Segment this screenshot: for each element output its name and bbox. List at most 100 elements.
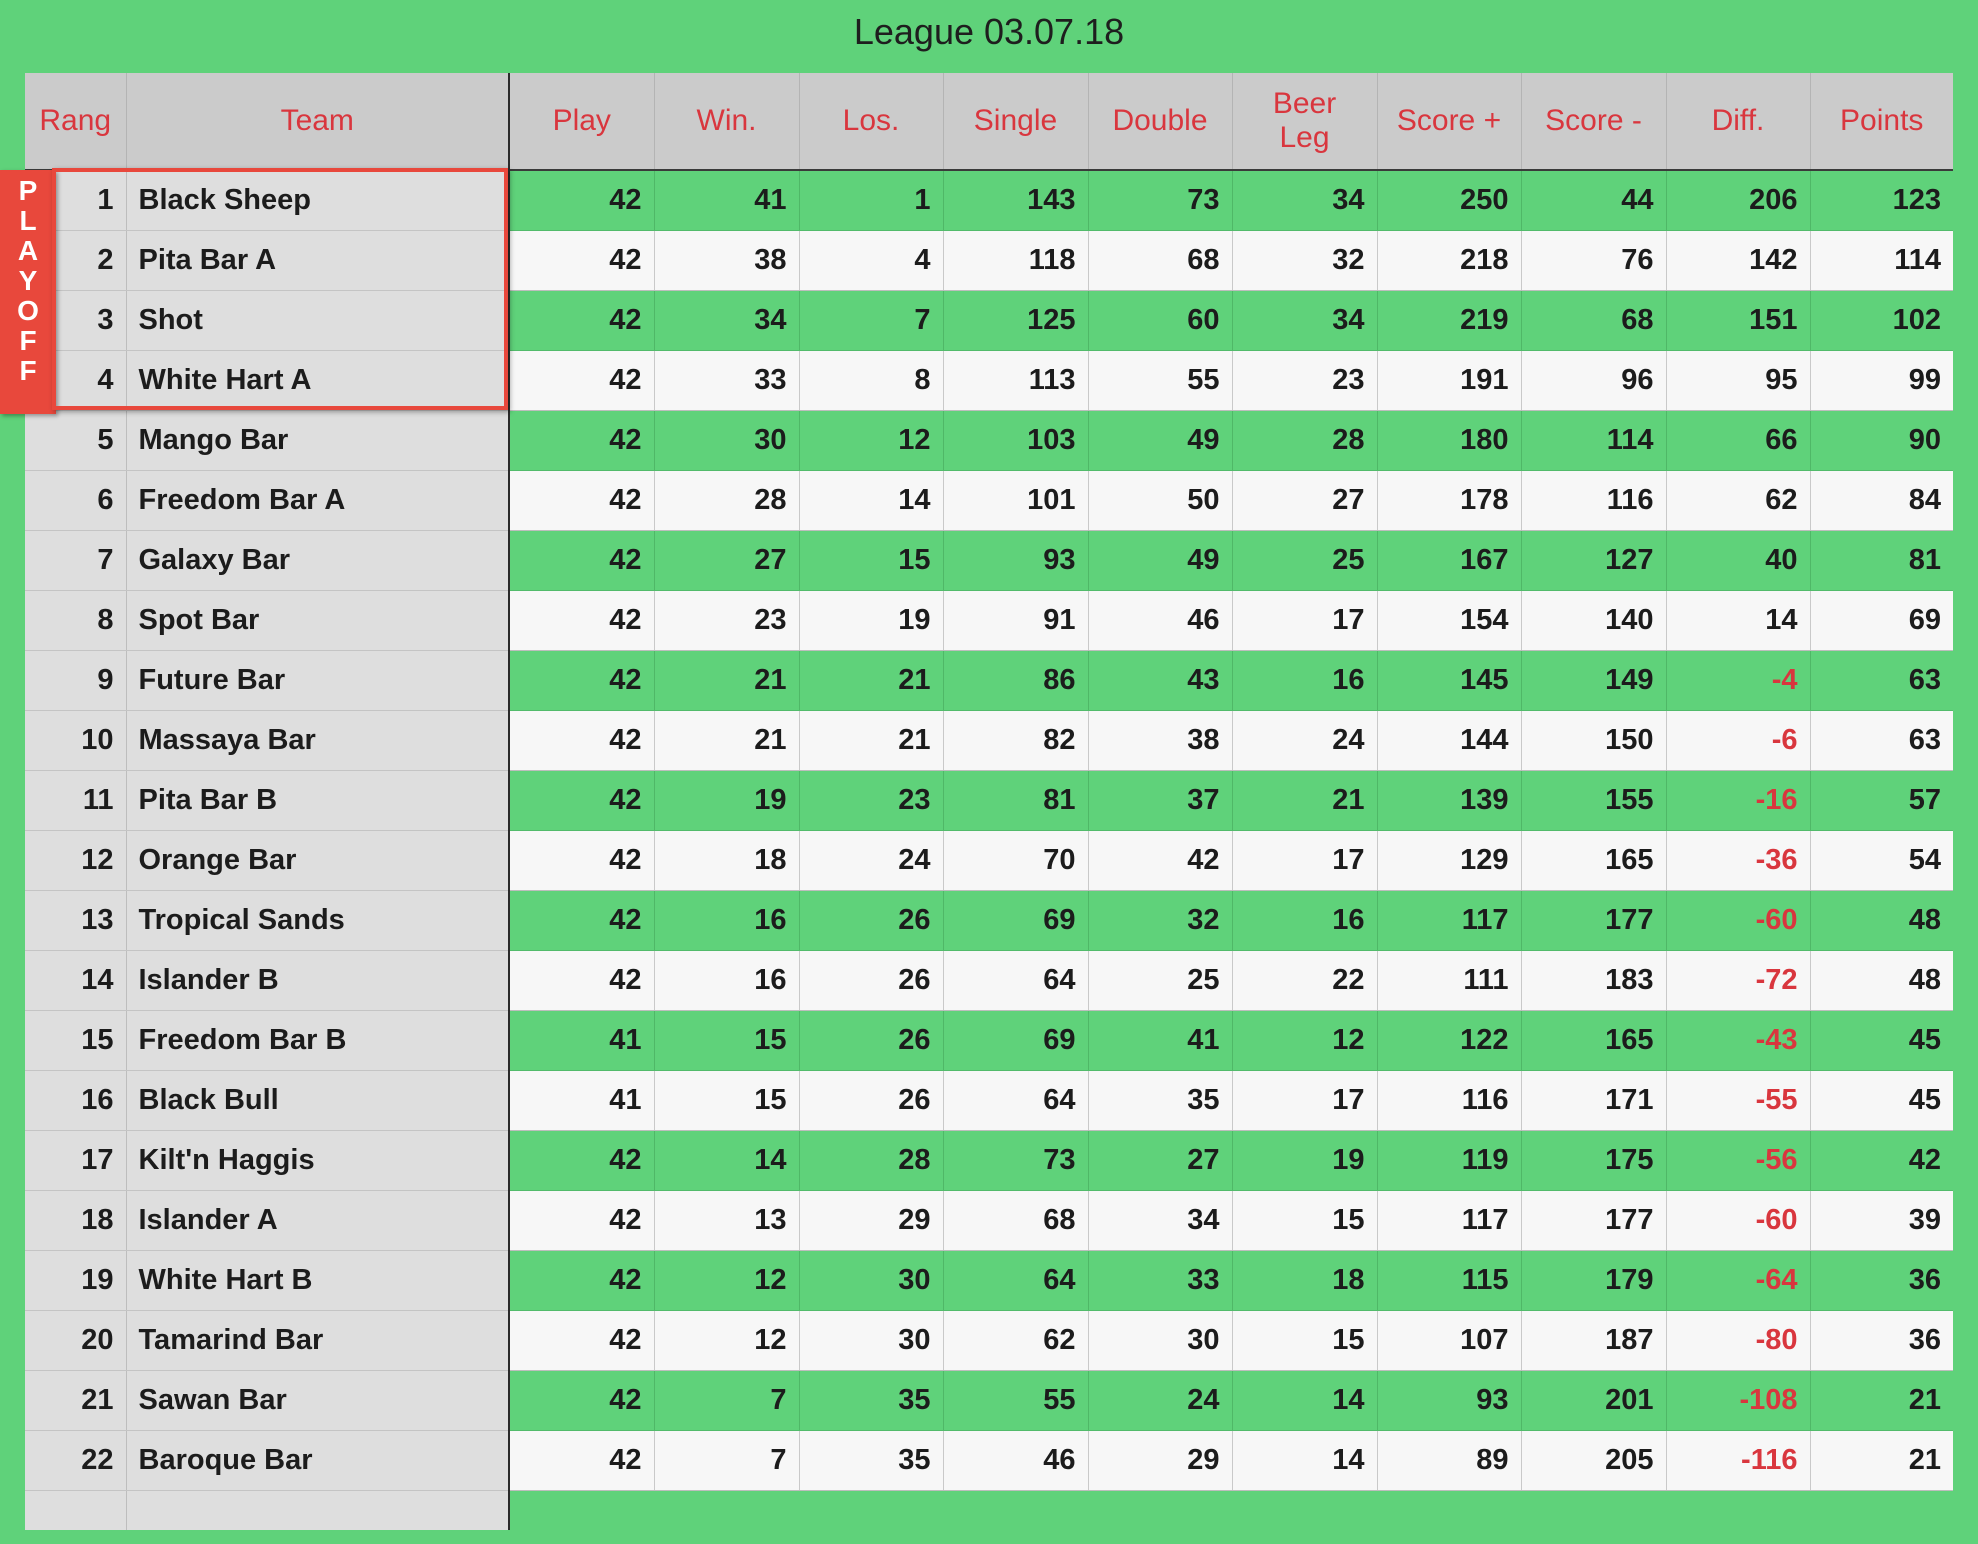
table-row: 14 Islander B 42 16 26 64 25 22 111 183 -72 48 bbox=[25, 950, 1953, 1011]
cell-beer-leg: 22 bbox=[1232, 950, 1378, 1011]
cell-win: 33 bbox=[654, 350, 800, 411]
cell-beer-leg: 16 bbox=[1232, 890, 1378, 951]
cell-double: 55 bbox=[1088, 350, 1233, 411]
cell-beer-leg: 21 bbox=[1232, 770, 1378, 831]
cell-score-plus: 145 bbox=[1377, 650, 1522, 711]
cell-points: 36 bbox=[1810, 1310, 1953, 1371]
cell-play: 42 bbox=[509, 590, 655, 651]
cell-beer-leg: 17 bbox=[1232, 1070, 1378, 1131]
cell-los: 19 bbox=[799, 590, 944, 651]
table-row: 7 Galaxy Bar 42 27 15 93 49 25 167 127 40 81 bbox=[25, 530, 1953, 591]
cell-los: 28 bbox=[799, 1130, 944, 1191]
cell-rang: 17 bbox=[25, 1130, 127, 1191]
cell-single: 93 bbox=[943, 530, 1089, 591]
cell-score-minus: 114 bbox=[1521, 410, 1667, 471]
cell-double: 41 bbox=[1088, 1010, 1233, 1071]
table-row: 13 Tropical Sands 42 16 26 69 32 16 117 177 -60 48 bbox=[25, 890, 1953, 951]
cell-score-minus: 96 bbox=[1521, 350, 1667, 411]
cell-los: 21 bbox=[799, 650, 944, 711]
cell-diff: -56 bbox=[1666, 1130, 1811, 1191]
cell-team: Tropical Sands bbox=[126, 890, 510, 951]
cell-rang: 18 bbox=[25, 1190, 127, 1251]
cell-single: 64 bbox=[943, 1250, 1089, 1311]
cell-score-minus: 44 bbox=[1521, 170, 1667, 231]
cell-beer-leg: 25 bbox=[1232, 530, 1378, 591]
cell-diff: -43 bbox=[1666, 1010, 1811, 1071]
cell-beer-leg: 32 bbox=[1232, 230, 1378, 291]
table-row: 16 Black Bull 41 15 26 64 35 17 116 171 -55 45 bbox=[25, 1070, 1953, 1131]
cell-win: 30 bbox=[654, 410, 800, 471]
table-row: 9 Future Bar 42 21 21 86 43 16 145 149 -4 63 bbox=[25, 650, 1953, 711]
league-table: Rang Team Play Win. Los. Single Double Beer Leg… bbox=[25, 73, 1953, 1530]
cell-play: 42 bbox=[509, 890, 655, 951]
cell-score-minus: 179 bbox=[1521, 1250, 1667, 1311]
cell-los: 8 bbox=[799, 350, 944, 411]
cell-points: 48 bbox=[1810, 950, 1953, 1011]
cell-score-minus: 165 bbox=[1521, 830, 1667, 891]
playoff-letter: O bbox=[17, 295, 39, 326]
playoff-letter: F bbox=[19, 355, 37, 386]
cell-double: 35 bbox=[1088, 1070, 1233, 1131]
cell-los: 24 bbox=[799, 830, 944, 891]
table-row: 22 Baroque Bar 42 7 35 46 29 14 89 205 -116 21 bbox=[25, 1430, 1953, 1491]
cell-single: 143 bbox=[943, 170, 1089, 231]
cell-double: 27 bbox=[1088, 1130, 1233, 1191]
cell-score-plus: 191 bbox=[1377, 350, 1522, 411]
cell-beer-leg: 12 bbox=[1232, 1010, 1378, 1071]
table-row: 12 Orange Bar 42 18 24 70 42 17 129 165 -36 54 bbox=[25, 830, 1953, 891]
cell-points: 102 bbox=[1810, 290, 1953, 351]
cell-diff: -72 bbox=[1666, 950, 1811, 1011]
cell-play: 42 bbox=[509, 410, 655, 471]
cell-rang: 5 bbox=[25, 410, 127, 471]
table-row: 6 Freedom Bar A 42 28 14 101 50 27 178 116 62 84 bbox=[25, 470, 1953, 531]
cell-diff: -55 bbox=[1666, 1070, 1811, 1131]
cell-play: 42 bbox=[509, 230, 655, 291]
cell-double: 29 bbox=[1088, 1430, 1233, 1491]
cell-single: 81 bbox=[943, 770, 1089, 831]
cell-diff: -36 bbox=[1666, 830, 1811, 891]
cell-single: 69 bbox=[943, 1010, 1089, 1071]
column-header-score-minus: Score - bbox=[1521, 73, 1667, 170]
cell-los: 35 bbox=[799, 1370, 944, 1431]
table-row: 3 Shot 42 34 7 125 60 34 219 68 151 102 bbox=[25, 290, 1953, 351]
cell-score-minus: 116 bbox=[1521, 470, 1667, 531]
cell-win: 21 bbox=[654, 710, 800, 771]
cell-points: 21 bbox=[1810, 1370, 1953, 1431]
filler-cell bbox=[799, 1490, 943, 1530]
cell-points: 114 bbox=[1810, 230, 1953, 291]
cell-points: 36 bbox=[1810, 1250, 1953, 1311]
cell-points: 45 bbox=[1810, 1070, 1953, 1131]
cell-score-minus: 150 bbox=[1521, 710, 1667, 771]
cell-beer-leg: 23 bbox=[1232, 350, 1378, 411]
cell-single: 69 bbox=[943, 890, 1089, 951]
cell-los: 30 bbox=[799, 1310, 944, 1371]
cell-double: 43 bbox=[1088, 650, 1233, 711]
cell-score-plus: 250 bbox=[1377, 170, 1522, 231]
cell-win: 41 bbox=[654, 170, 800, 231]
cell-score-plus: 144 bbox=[1377, 710, 1522, 771]
filler-cell bbox=[1088, 1490, 1232, 1530]
cell-rang: 10 bbox=[25, 710, 127, 771]
cell-los: 15 bbox=[799, 530, 944, 591]
cell-points: 45 bbox=[1810, 1010, 1953, 1071]
cell-diff: -80 bbox=[1666, 1310, 1811, 1371]
cell-rang: 20 bbox=[25, 1310, 127, 1371]
cell-score-plus: 93 bbox=[1377, 1370, 1522, 1431]
cell-beer-leg: 19 bbox=[1232, 1130, 1378, 1191]
cell-team: Black Sheep bbox=[126, 170, 510, 231]
playoff-letter: L bbox=[19, 205, 37, 236]
cell-play: 42 bbox=[509, 1130, 655, 1191]
cell-los: 1 bbox=[799, 170, 944, 231]
cell-team: Kilt'n Haggis bbox=[126, 1130, 510, 1191]
cell-double: 25 bbox=[1088, 950, 1233, 1011]
cell-play: 42 bbox=[509, 770, 655, 831]
cell-score-plus: 117 bbox=[1377, 890, 1522, 951]
column-header-win: Win. bbox=[654, 73, 800, 170]
cell-single: 118 bbox=[943, 230, 1089, 291]
cell-rang: 22 bbox=[25, 1430, 127, 1491]
filler-cell bbox=[1521, 1490, 1666, 1530]
column-header-diff: Diff. bbox=[1666, 73, 1811, 170]
cell-team: Shot bbox=[126, 290, 510, 351]
cell-los: 29 bbox=[799, 1190, 944, 1251]
cell-diff: 206 bbox=[1666, 170, 1811, 231]
